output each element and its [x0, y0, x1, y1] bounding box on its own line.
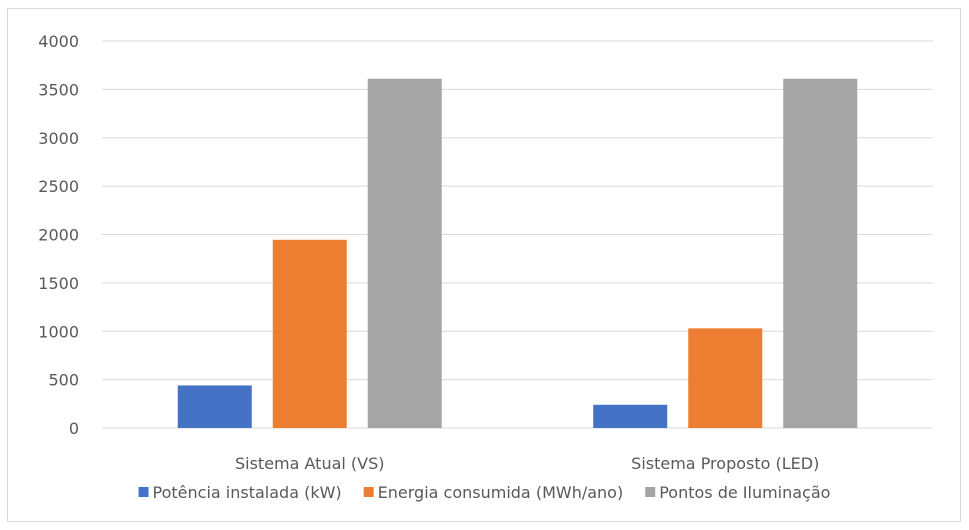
bar: [177, 385, 252, 428]
y-tick-label: 1000: [38, 322, 79, 341]
y-tick-label: 3500: [38, 80, 79, 99]
y-tick-label: 500: [48, 371, 79, 390]
legend-label: Pontos de Iluminação: [659, 483, 830, 502]
legend: Potência instalada (kW) Energia consumida…: [138, 483, 830, 502]
legend-swatch: [363, 487, 374, 497]
legend-label: Potência instalada (kW): [153, 483, 342, 502]
bar: [272, 239, 347, 428]
y-tick-label: 0: [69, 419, 79, 438]
x-axis-category-labels: Sistema Atual (VS) Sistema Proposto (LED): [235, 454, 819, 473]
bar: [688, 328, 763, 428]
bar: [593, 404, 668, 428]
y-tick-label: 2000: [38, 226, 79, 245]
bar: [367, 78, 442, 429]
x-category-label: Sistema Atual (VS): [235, 454, 385, 473]
bar: [783, 78, 858, 429]
y-tick-label: 2500: [38, 177, 79, 196]
legend-swatch: [645, 487, 656, 497]
y-tick-label: 4000: [38, 32, 79, 51]
legend-item: Pontos de Iluminação: [645, 483, 830, 502]
legend-item: Potência instalada (kW): [138, 483, 342, 502]
y-axis-tick-labels: 0 500 1000 1500 2000 2500 3000 3500 4000: [38, 32, 79, 438]
legend-label: Energia consumida (MWh/ano): [378, 483, 624, 502]
legend-item: Energia consumida (MWh/ano): [363, 483, 624, 502]
bars: [177, 78, 858, 429]
x-category-label: Sistema Proposto (LED): [631, 454, 819, 473]
y-tick-label: 1500: [38, 274, 79, 293]
y-tick-label: 3000: [38, 129, 79, 148]
legend-swatch: [138, 487, 149, 497]
